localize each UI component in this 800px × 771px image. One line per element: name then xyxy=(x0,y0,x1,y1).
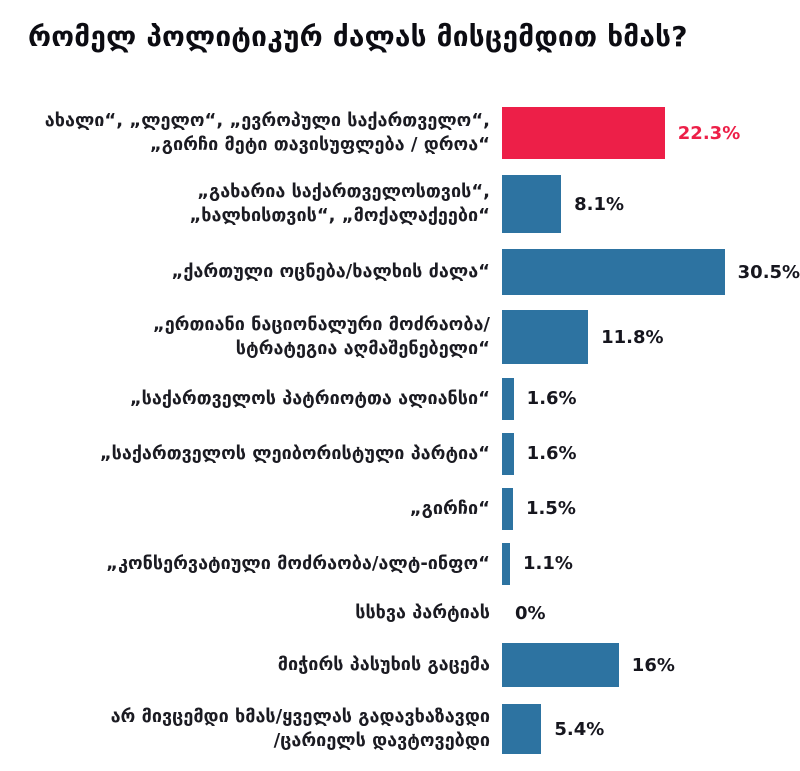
bar-row: ახალი“, „ლელო“, „ევროპული საქართველო“, „… xyxy=(28,99,772,167)
bar-row: სსხვა პარტიას 0% xyxy=(28,591,772,635)
chart-title: რომელ პოლიტიკურ ძალას მისცემდით ხმას? xyxy=(28,20,688,53)
bar-value-label: 1.1% xyxy=(523,553,573,574)
bar-value-label: 0% xyxy=(515,602,546,624)
bar-category-label: „ქართული ოცნება/ხალხის ძალა“ xyxy=(171,261,490,283)
bar-category-label: სსხვა პარტიას xyxy=(355,602,490,624)
bar-row: „გირჩი“ 1.5% xyxy=(28,481,772,536)
bar-row: „საქართველოს ლეიბორისტული პარტია“ 1.6% xyxy=(28,426,772,481)
bar-row: „ერთიანი ნაციონალური მოძრაობა/ სტრატეგია… xyxy=(28,303,772,371)
bar-rect xyxy=(502,542,511,585)
bar-value-label: 1.5% xyxy=(525,498,576,519)
bar-row: „საქართველოს პატრიოტთა ალიანსი“ 1.6% xyxy=(28,371,772,426)
bar-row: მიჭირს პასუხის გაცემა 16% xyxy=(28,635,772,695)
bar-rect xyxy=(502,487,513,530)
bar-rect xyxy=(502,643,619,687)
bar-category-label: „საქართველოს პატრიოტთა ალიანსი“ xyxy=(129,387,490,409)
bar-rect xyxy=(502,249,725,295)
bar-rect xyxy=(502,175,562,233)
bar-row: არ მივცემდი ხმას/ყველას გადავხაზავდი /ცა… xyxy=(28,695,772,763)
bar-value-label: 5.4% xyxy=(554,718,605,740)
bar-category-label: ახალი“, „ლელო“, „ევროპული საქართველო“, „… xyxy=(44,110,490,155)
bar-category-label: „გირჩი“ xyxy=(409,497,490,519)
bar-value-label: 22.3% xyxy=(677,122,741,144)
bar-rect xyxy=(502,704,542,754)
bar-category-label: „ერთიანი ნაციონალური მოძრაობა/ სტრატეგია… xyxy=(152,314,490,359)
bar-row: „ქართული ოცნება/ხალხის ძალა“ 30.5% xyxy=(28,241,800,303)
bar-category-label: „საქართველოს ლეიბორისტული პარტია“ xyxy=(99,442,490,464)
bar-row: „გახარია საქართველოსთვის“, „ხალხისთვის“,… xyxy=(28,167,772,241)
bar-rect xyxy=(502,432,514,475)
bar-rows: ახალი“, „ლელო“, „ევროპული საქართველო“, „… xyxy=(28,99,800,763)
bar-rect xyxy=(502,107,665,159)
bar-category-label: „კონსერვატიული მოძრაობა/ალტ-ინფო“ xyxy=(106,552,490,574)
bar-value-label: 11.8% xyxy=(601,326,664,348)
bar-category-label: „გახარია საქართველოსთვის“, „ხალხისთვის“,… xyxy=(189,181,490,226)
bar-row: „კონსერვატიული მოძრაობა/ალტ-ინფო“ 1.1% xyxy=(28,536,772,591)
bar-rect xyxy=(502,310,589,364)
bar-value-label: 1.6% xyxy=(526,443,577,464)
bar-category-label: არ მივცემდი ხმას/ყველას გადავხაზავდი /ცა… xyxy=(110,706,490,751)
bar-value-label: 1.6% xyxy=(526,388,577,409)
bar-rect xyxy=(502,377,514,420)
bar-value-label: 8.1% xyxy=(574,193,625,215)
bar-category-label: მიჭირს პასუხის გაცემა xyxy=(277,654,490,676)
bar-value-label: 16% xyxy=(631,654,675,676)
bar-value-label: 30.5% xyxy=(737,261,800,283)
